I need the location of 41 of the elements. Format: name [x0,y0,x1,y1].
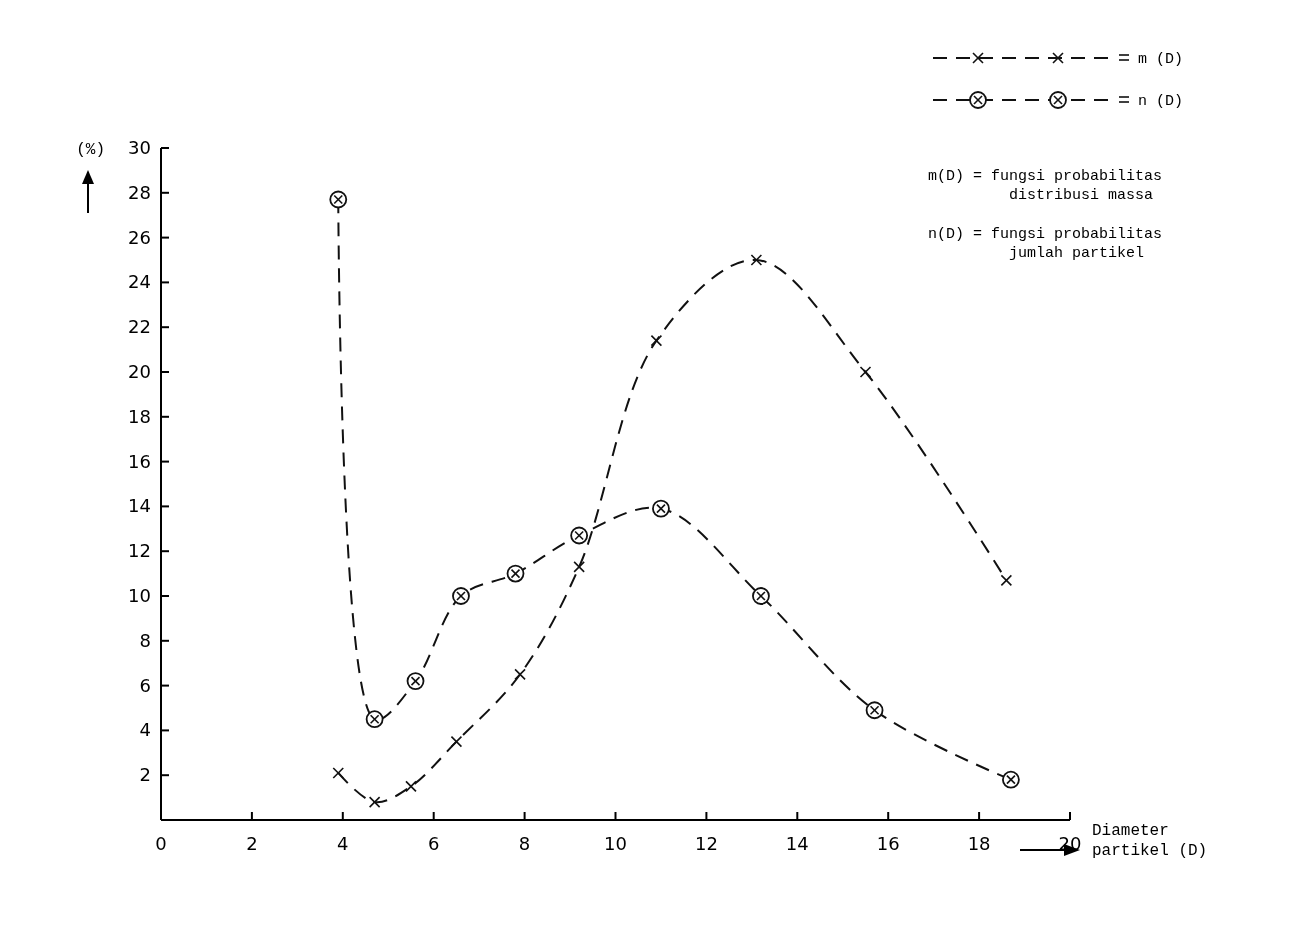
y-tick-label: 26 [128,226,151,248]
point [752,587,770,605]
y-tick-label: 14 [128,495,151,517]
x-tick-label: 18 [967,833,991,854]
annotation: n(D) = fungsi probabilitas jumlah partikel [928,226,1163,262]
y-tick-label: 2 [139,764,151,786]
y-tick-label: 6 [139,674,151,696]
x-tick-label: 12 [694,833,718,854]
point [570,526,589,545]
y-tick-label: 10 [128,585,151,606]
point [452,587,470,605]
point [506,564,525,583]
x-axis-title: Diameter partikel (D) [1092,822,1208,860]
y-axis-title: (%) [76,141,105,159]
y-tick-label: 22 [128,316,151,338]
y-tick-label: 20 [128,361,151,382]
text: n (D) [1138,93,1184,110]
x-tick-label: 2 [246,833,258,854]
x-tick-label: 6 [427,833,440,854]
point [1002,770,1020,789]
y-tick-label: 18 [128,405,151,427]
text: m (D) [1138,51,1184,68]
y-tick-label: 8 [139,629,151,651]
y-tick-label: 4 [139,719,151,741]
x-tick-label: 0 [155,833,167,854]
point [406,672,425,691]
y-tick-label: 12 [128,540,151,562]
point [329,190,348,209]
x-tick-label: 4 [337,833,349,854]
annotation: m(D) = fungsi probabilitas distribusi massa [928,168,1163,204]
y-tick-label: 16 [128,450,151,472]
x-tick-label: 14 [785,833,809,854]
point [865,701,884,720]
point [365,710,384,729]
x-tick-label: 16 [876,833,900,854]
point [652,499,670,518]
x-tick-label: 8 [518,833,531,854]
y-tick-label: 24 [128,271,151,293]
y-tick-label: 28 [128,181,151,203]
x-tick-label: 10 [604,833,627,854]
y-tick-label: 30 [128,137,151,158]
